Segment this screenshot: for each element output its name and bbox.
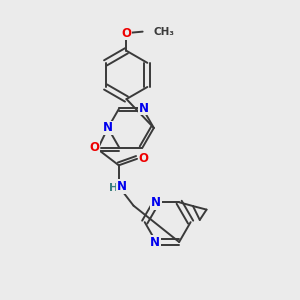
Text: N: N <box>117 180 127 193</box>
Text: O: O <box>90 141 100 154</box>
Text: CH₃: CH₃ <box>154 27 175 37</box>
Text: H: H <box>109 183 118 193</box>
Text: N: N <box>139 101 149 115</box>
Text: O: O <box>122 27 131 40</box>
Text: N: N <box>151 196 161 209</box>
Text: N: N <box>103 122 113 134</box>
Text: N: N <box>150 236 160 248</box>
Text: O: O <box>139 152 148 165</box>
